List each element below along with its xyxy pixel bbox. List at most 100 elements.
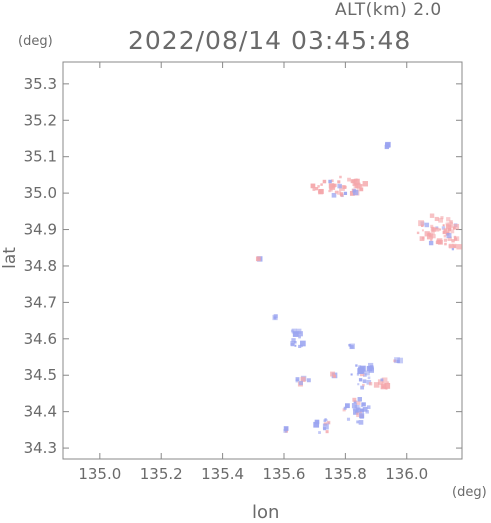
echo-pixel [342, 408, 346, 412]
y-tick-label: 35.3 [24, 75, 57, 93]
echo-pixel [443, 238, 448, 242]
echo-south-cluster-e [342, 397, 371, 425]
echo-pixel [355, 407, 361, 413]
altitude-label: ALT(km) 2.0 [335, 0, 442, 20]
echo-pixel [306, 378, 311, 383]
echo-pixel [297, 331, 303, 337]
y-axis-unit: (deg) [18, 34, 53, 49]
echo-pixel [381, 377, 388, 384]
echo-pixel [442, 224, 445, 227]
echo-pixel [394, 357, 400, 364]
echo-pixel [441, 226, 446, 230]
echo-pixel [456, 244, 462, 250]
echo-pixel [452, 226, 456, 230]
echo-pixel [380, 378, 384, 382]
echo-pixel [273, 314, 278, 319]
echo-pixel [330, 371, 335, 377]
echo-pixel [443, 234, 447, 238]
echo-pixel [453, 223, 460, 230]
echo-south-speck-b [348, 343, 355, 350]
echo-pixel [450, 229, 455, 234]
y-tick-label: 34.4 [24, 403, 57, 421]
echo-pixel [430, 224, 434, 228]
echo-pixel [320, 183, 323, 186]
echo-pixel [428, 240, 434, 246]
echo-pixel [291, 338, 296, 343]
echo-pixel [332, 183, 336, 188]
x-tick-label: 135.6 [263, 465, 306, 483]
echo-pixel [317, 185, 320, 188]
echo-pixel [421, 229, 424, 232]
echo-pixel [436, 239, 441, 245]
echo-pixel [362, 379, 367, 384]
echo-pixel [317, 190, 321, 194]
echo-pixel [356, 400, 361, 405]
echo-south-cluster-c [350, 362, 375, 390]
echo-pixel [448, 243, 454, 249]
echo-pixel [322, 179, 327, 184]
echo-pixel [291, 328, 297, 334]
x-tick-label: 136.0 [385, 465, 428, 483]
echo-pixel [290, 342, 295, 347]
echo-pixel [434, 216, 439, 222]
echo-pixel [397, 357, 404, 364]
echo-pixel [361, 402, 366, 407]
echo-pixel [356, 411, 362, 418]
echo-pixel [451, 248, 455, 251]
echo-pixel [337, 190, 342, 195]
echo-layer [255, 141, 462, 434]
echo-pixel [352, 397, 357, 402]
echo-pixel [349, 343, 355, 350]
echo-pixel [418, 220, 425, 227]
echo-pixel [339, 175, 342, 179]
echo-pixel [430, 230, 435, 235]
echo-pixel [329, 183, 336, 190]
echo-pixel [442, 231, 445, 234]
echo-pixel [326, 420, 331, 425]
timestamp-title: 2022/08/14 03:45:48 [128, 26, 412, 55]
echo-pixel [298, 380, 303, 386]
echo-south-cluster-d [373, 377, 391, 390]
echo-pixel [385, 387, 388, 390]
echo-north-cluster [310, 175, 369, 198]
y-tick-label: 34.8 [24, 257, 57, 275]
echo-pixel [353, 401, 357, 404]
echo-pixel [360, 385, 365, 390]
echo-pixel [445, 224, 452, 230]
x-tick-label: 135.4 [201, 465, 244, 483]
echo-pixel [453, 235, 457, 239]
echo-pixel [445, 230, 450, 235]
echo-pixel [362, 181, 369, 187]
echo-east-edge-cluster [416, 213, 460, 246]
echo-pixel [340, 193, 344, 197]
y-tick-label: 35.1 [24, 148, 57, 166]
echo-pixel [440, 216, 444, 220]
echo-pixel [337, 180, 341, 184]
echo-pixel [359, 187, 364, 192]
echo-pixel [443, 228, 447, 232]
y-tick-label: 34.5 [24, 366, 57, 384]
echo-pixel [358, 367, 364, 374]
x-axis-label: lon [252, 502, 280, 523]
x-tick-label: 135.0 [78, 465, 121, 483]
echo-pixel [431, 234, 436, 239]
echo-pixel [449, 220, 453, 224]
echo-pixel [381, 385, 385, 389]
echo-pixel [300, 340, 306, 347]
echo-pixel [329, 188, 333, 192]
echo-pixel [310, 183, 316, 189]
echo-south-cluster-a [290, 328, 306, 349]
echo-pixel [446, 217, 451, 222]
echo-pixel [416, 231, 420, 235]
echo-pixel [362, 406, 368, 412]
echo-pixel [322, 423, 329, 430]
echo-pixel [255, 256, 261, 262]
echo-pixel [367, 362, 374, 369]
echo-pixel [387, 144, 390, 147]
echo-pixel [357, 383, 360, 386]
echo-south-speck-d [330, 371, 338, 379]
echo-pixel [366, 379, 372, 385]
echo-pixel [384, 382, 391, 389]
echo-pixel [357, 397, 363, 402]
